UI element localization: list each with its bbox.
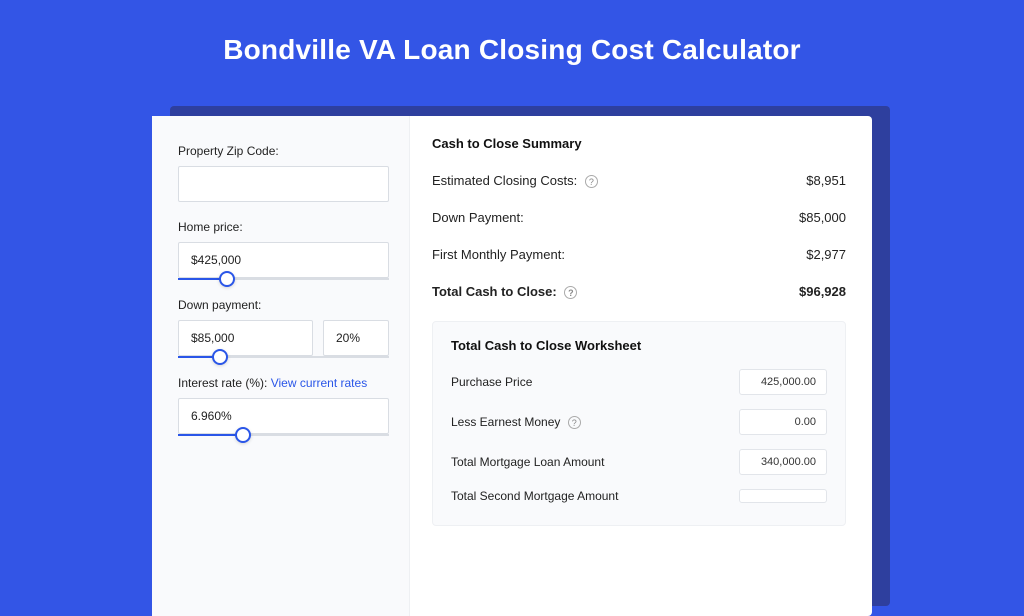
- summary-total-row: Total Cash to Close: ? $96,928: [432, 276, 846, 313]
- page-title: Bondville VA Loan Closing Cost Calculato…: [0, 0, 1024, 66]
- zip-input[interactable]: [178, 166, 389, 202]
- interest-rate-slider-fill: [178, 434, 243, 436]
- summary-row-value: $2,977: [806, 247, 846, 262]
- down-payment-label: Down payment:: [178, 298, 389, 312]
- down-payment-pct-input[interactable]: [323, 320, 389, 356]
- interest-rate-label: Interest rate (%): View current rates: [178, 376, 389, 390]
- home-price-slider-thumb[interactable]: [219, 271, 235, 287]
- worksheet-title: Total Cash to Close Worksheet: [451, 338, 827, 353]
- worksheet-row-label: Total Second Mortgage Amount: [451, 489, 618, 503]
- worksheet-row-label: Total Mortgage Loan Amount: [451, 455, 604, 469]
- zip-label: Property Zip Code:: [178, 144, 389, 158]
- worksheet-row-value: 340,000.00: [739, 449, 827, 475]
- summary-row: First Monthly Payment: $2,977: [432, 239, 846, 276]
- summary-row-label: Estimated Closing Costs:: [432, 173, 577, 188]
- worksheet-row-value: 0.00: [739, 409, 827, 435]
- worksheet-panel: Total Cash to Close Worksheet Purchase P…: [432, 321, 846, 526]
- down-payment-slider-thumb[interactable]: [212, 349, 228, 365]
- interest-rate-slider[interactable]: [178, 434, 389, 436]
- interest-rate-label-text: Interest rate (%):: [178, 376, 271, 390]
- down-payment-slider[interactable]: [178, 356, 389, 358]
- calculator-card: Property Zip Code: Home price: Down paym…: [152, 116, 872, 616]
- interest-rate-slider-thumb[interactable]: [235, 427, 251, 443]
- worksheet-row-value: [739, 489, 827, 503]
- help-icon[interactable]: ?: [585, 175, 598, 188]
- summary-row: Down Payment: $85,000: [432, 202, 846, 239]
- summary-panel: Cash to Close Summary Estimated Closing …: [410, 116, 872, 616]
- worksheet-row-label: Less Earnest Money: [451, 415, 560, 429]
- worksheet-row-label: Purchase Price: [451, 375, 532, 389]
- summary-title: Cash to Close Summary: [432, 136, 846, 151]
- home-price-input[interactable]: [178, 242, 389, 278]
- home-price-label: Home price:: [178, 220, 389, 234]
- summary-total-label: Total Cash to Close:: [432, 284, 557, 299]
- summary-total-value: $96,928: [799, 284, 846, 299]
- interest-rate-group: Interest rate (%): View current rates: [178, 376, 389, 436]
- worksheet-row: Total Second Mortgage Amount: [451, 489, 827, 503]
- worksheet-row: Total Mortgage Loan Amount 340,000.00: [451, 449, 827, 475]
- summary-row-value: $8,951: [806, 173, 846, 188]
- summary-row-label: First Monthly Payment:: [432, 247, 565, 262]
- inputs-panel: Property Zip Code: Home price: Down paym…: [152, 116, 410, 616]
- help-icon[interactable]: ?: [568, 416, 581, 429]
- worksheet-row: Purchase Price 425,000.00: [451, 369, 827, 395]
- interest-rate-input[interactable]: [178, 398, 389, 434]
- view-rates-link[interactable]: View current rates: [271, 376, 368, 390]
- help-icon[interactable]: ?: [564, 286, 577, 299]
- summary-row-value: $85,000: [799, 210, 846, 225]
- home-price-group: Home price:: [178, 220, 389, 280]
- summary-row-label: Down Payment:: [432, 210, 524, 225]
- worksheet-row: Less Earnest Money ? 0.00: [451, 409, 827, 435]
- zip-group: Property Zip Code:: [178, 144, 389, 202]
- down-payment-input[interactable]: [178, 320, 313, 356]
- home-price-slider[interactable]: [178, 278, 389, 280]
- worksheet-row-value: 425,000.00: [739, 369, 827, 395]
- summary-row: Estimated Closing Costs: ? $8,951: [432, 165, 846, 202]
- down-payment-group: Down payment:: [178, 298, 389, 358]
